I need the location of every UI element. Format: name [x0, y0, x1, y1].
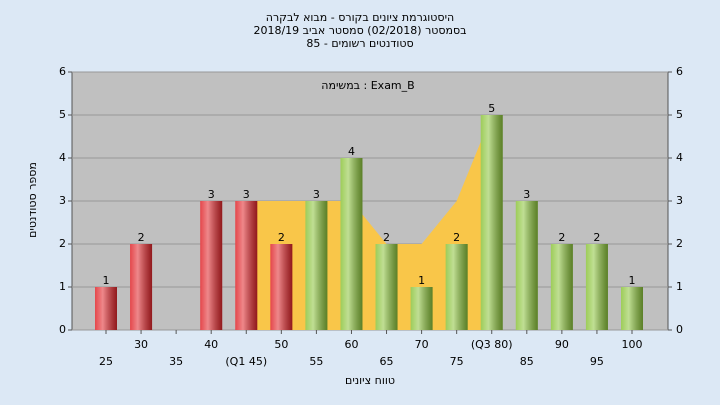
- y2-tick-label: 2: [676, 237, 683, 250]
- x-tick-label: 40: [204, 338, 218, 351]
- data-label: 4: [348, 145, 355, 158]
- bar-shade: [305, 201, 328, 330]
- y2-tick-label: 0: [676, 323, 683, 336]
- bar-shade: [410, 287, 433, 330]
- x-tick-label: 70: [415, 338, 429, 351]
- x-tick-label: 95: [590, 355, 604, 368]
- x-tick-label: 85: [520, 355, 534, 368]
- bar-shade: [550, 244, 573, 330]
- bar-shade: [480, 115, 503, 330]
- x-tick-label: 60: [344, 338, 358, 351]
- bar-shade: [585, 244, 608, 330]
- x-tick-label: 100: [622, 338, 643, 351]
- y-tick-label: 5: [59, 108, 66, 121]
- y-tick-label: 0: [59, 323, 66, 336]
- y2-tick-label: 4: [676, 151, 683, 164]
- x-tick-label: 55: [309, 355, 323, 368]
- data-label: 5: [488, 102, 495, 115]
- y-axis-label: מספר סטודנטים: [26, 162, 39, 238]
- data-label: 2: [558, 231, 565, 244]
- bar-shade: [270, 244, 293, 330]
- y-tick-label: 2: [59, 237, 66, 250]
- annotation: במשימה : Exam_B: [321, 79, 414, 92]
- x-tick-label: 50: [274, 338, 288, 351]
- data-label: 2: [453, 231, 460, 244]
- bar-shade: [621, 287, 643, 330]
- x-tick-label: 75: [450, 355, 464, 368]
- y-tick-label: 1: [59, 280, 66, 293]
- bar-shade: [340, 158, 363, 330]
- x-tick-label: 35: [169, 355, 183, 368]
- data-label: 3: [523, 188, 530, 201]
- data-label: 2: [278, 231, 285, 244]
- bar-shade: [515, 201, 538, 330]
- data-label: 1: [629, 274, 636, 287]
- y-tick-label: 6: [59, 65, 66, 78]
- data-label: 1: [103, 274, 110, 287]
- x-tick-label: (Q1 45): [225, 355, 267, 368]
- bar-shade: [235, 201, 258, 330]
- title-line: סטודנטים רשומים - 85: [306, 37, 413, 50]
- data-label: 1: [418, 274, 425, 287]
- bar-shade: [445, 244, 468, 330]
- data-label: 2: [383, 231, 390, 244]
- y2-tick-label: 3: [676, 194, 683, 207]
- x-tick-label: 25: [99, 355, 113, 368]
- data-label: 3: [208, 188, 215, 201]
- title-line: בסמסטר (02/2018) סמסטר אביב 2018/19: [253, 24, 466, 37]
- x-axis-label: טווח ציונים: [345, 374, 395, 387]
- y-tick-label: 4: [59, 151, 66, 164]
- title-line: היסטוגרמת ציונים בקורס - מבוא לבקרה: [266, 11, 454, 24]
- bar-shade: [95, 287, 117, 330]
- y-tick-label: 3: [59, 194, 66, 207]
- bar-shade: [130, 244, 153, 330]
- x-tick-label: 65: [380, 355, 394, 368]
- bar-shade: [375, 244, 398, 330]
- x-tick-label: 90: [555, 338, 569, 351]
- data-label: 2: [138, 231, 145, 244]
- y2-tick-label: 5: [676, 108, 683, 121]
- bar-shade: [200, 201, 223, 330]
- y2-tick-label: 6: [676, 65, 683, 78]
- data-label: 3: [243, 188, 250, 201]
- y2-tick-label: 1: [676, 280, 683, 293]
- x-tick-label: (Q3 80): [471, 338, 513, 351]
- data-label: 2: [593, 231, 600, 244]
- x-tick-label: 30: [134, 338, 148, 351]
- data-label: 3: [313, 188, 320, 201]
